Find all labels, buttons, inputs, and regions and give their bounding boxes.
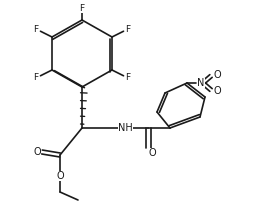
Text: F: F [125,24,130,34]
Text: NH: NH [118,123,133,133]
Text: O: O [148,148,156,158]
Text: F: F [33,24,38,34]
Text: O: O [213,86,221,96]
Text: O: O [213,70,221,80]
Text: O: O [56,171,64,181]
Text: F: F [79,3,84,12]
Text: N: N [197,78,205,88]
Text: F: F [33,73,38,83]
Text: F: F [125,73,130,83]
Text: O: O [33,147,41,157]
